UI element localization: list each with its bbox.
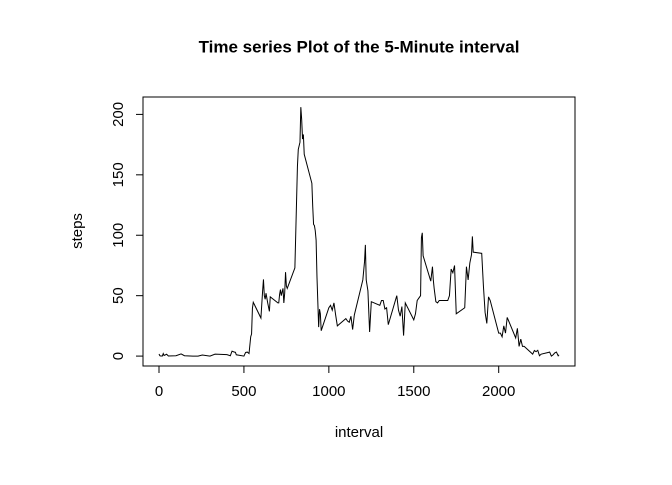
y-tick-label: 100: [110, 223, 127, 248]
x-axis-label: interval: [335, 424, 383, 441]
x-tick-label: 2000: [482, 383, 515, 400]
y-tick-label: 50: [110, 287, 127, 304]
x-tick-label: 0: [155, 383, 163, 400]
y-axis-label: steps: [69, 213, 86, 249]
y-tick-label: 0: [110, 352, 127, 360]
y-tick-label: 200: [110, 102, 127, 127]
data-line: [158, 107, 560, 357]
y-tick-label: 150: [110, 162, 127, 187]
chart-title: Time series Plot of the 5-Minute interva…: [199, 37, 520, 56]
x-tick-label: 1500: [397, 383, 430, 400]
x-tick-label: 1000: [312, 383, 345, 400]
x-tick-label: 500: [231, 383, 256, 400]
